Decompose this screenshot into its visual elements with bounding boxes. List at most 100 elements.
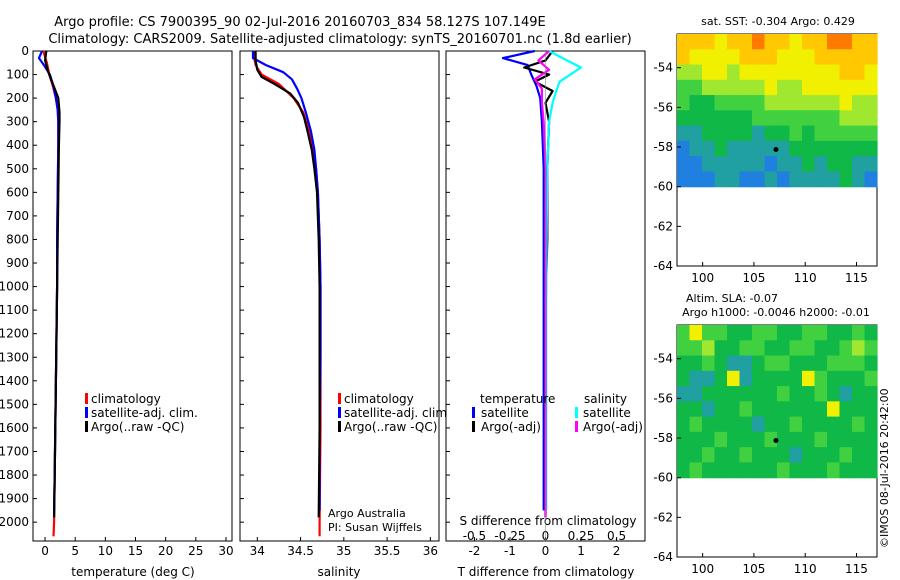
heat-cell	[864, 401, 878, 418]
heat-cell	[864, 171, 878, 188]
heat-cell	[802, 110, 816, 127]
series-line-0-2	[43, 50, 61, 518]
salinity-plot-area	[239, 50, 440, 542]
y-tick-label-6: 600	[6, 185, 29, 199]
heat-cell	[727, 401, 741, 418]
heat-cell	[802, 49, 816, 66]
heat-cell	[702, 370, 716, 387]
heat-cell	[789, 156, 803, 173]
heat-cell	[814, 431, 828, 448]
map-y-tick-label: -58	[653, 431, 673, 445]
heat-cell	[752, 340, 766, 357]
heat-cell	[839, 325, 853, 341]
heat-cell	[802, 34, 816, 50]
map-y-tick-label: -60	[653, 471, 673, 485]
heat-cell	[827, 370, 841, 387]
legend-swatch-argo	[338, 421, 341, 432]
heat-cell	[777, 386, 791, 402]
heat-cell	[764, 171, 778, 188]
heat-cell	[727, 156, 741, 173]
heat-cell	[852, 110, 866, 127]
legend-label-sal-argo: Argo(-adj)	[583, 420, 643, 434]
heat-cell	[739, 125, 753, 142]
map-y-tick-label: -58	[653, 140, 673, 154]
heat-cell	[802, 79, 816, 96]
heat-cell	[777, 325, 791, 341]
heat-cell	[739, 171, 753, 188]
heat-cell	[727, 416, 741, 433]
heat-cell	[764, 401, 778, 418]
heat-cell	[714, 386, 728, 402]
x-tick-label-2-2: 0	[542, 544, 550, 558]
heat-cell	[814, 355, 828, 372]
x-tick-label-2-0: -2	[468, 544, 480, 558]
legend-label-argo: Argo(..raw -QC)	[91, 420, 184, 434]
heat-cell	[802, 340, 816, 357]
heat-cell	[789, 355, 803, 372]
heat-cell	[777, 34, 791, 50]
heat-cell	[839, 171, 853, 188]
heat-cell	[739, 355, 753, 372]
heat-cell	[689, 462, 703, 479]
heat-cell	[802, 401, 816, 418]
heat-cell	[802, 140, 816, 157]
heat-cell	[677, 462, 691, 479]
heat-cell	[864, 431, 878, 448]
heat-cell	[827, 140, 841, 157]
y-tick-label-15: 1500	[0, 397, 29, 411]
heat-cell	[739, 462, 753, 479]
x-tick-label-1-1: 34.5	[287, 544, 314, 558]
heat-cell	[752, 325, 766, 341]
map-y-tick-label: -56	[653, 391, 673, 405]
heat-cell	[677, 416, 691, 433]
heat-cell	[702, 156, 716, 173]
heat-cell	[739, 416, 753, 433]
heat-cell	[677, 64, 691, 81]
heat-cell	[764, 325, 778, 341]
heat-cell	[714, 401, 728, 418]
heat-cell	[714, 340, 728, 357]
series-line-1-2	[254, 51, 321, 518]
heat-cell	[802, 370, 816, 387]
heat-cell	[789, 416, 803, 433]
heat-cell	[789, 462, 803, 479]
attribution-line1: Argo Australia	[328, 507, 406, 520]
heat-cell	[802, 355, 816, 372]
map-x-tick-label: 115	[845, 271, 868, 285]
heat-cell	[852, 171, 866, 188]
heat-cell	[677, 49, 691, 66]
heat-cell	[827, 325, 841, 341]
legend-swatch-satellite	[85, 407, 88, 418]
heat-cell	[864, 140, 878, 157]
heat-cell	[789, 125, 803, 142]
heat-cell	[739, 34, 753, 50]
argo-position-marker	[773, 438, 779, 444]
heat-cell	[864, 355, 878, 372]
heat-cell	[689, 386, 703, 402]
heat-cell	[689, 325, 703, 341]
y-tick-label-19: 1900	[0, 492, 29, 506]
heat-cell	[714, 34, 728, 50]
y-tick-label-11: 1100	[0, 303, 29, 317]
heat-cell	[702, 79, 716, 96]
heat-cell	[702, 416, 716, 433]
legend-label-sal-satellite: satellite	[583, 406, 631, 420]
heat-cell	[689, 370, 703, 387]
difference-axes: -2 -1 0 1 2	[446, 50, 620, 558]
heat-cell	[714, 79, 728, 96]
heat-cell	[814, 447, 828, 464]
heat-cell	[777, 431, 791, 448]
heat-cell	[839, 156, 853, 173]
heat-cell	[852, 401, 866, 418]
top-tick-label-3: 0.25	[568, 529, 595, 543]
heat-cell	[852, 95, 866, 111]
heat-cell	[852, 447, 866, 464]
heat-cell	[789, 171, 803, 188]
x-tick-label-2-1: -1	[504, 544, 516, 558]
x-tick-label-0-5: 25	[188, 544, 203, 558]
heat-cell	[827, 447, 841, 464]
heat-cell	[702, 125, 716, 142]
map-x-tick-label: 105	[742, 562, 765, 576]
heat-cell	[752, 447, 766, 464]
map-y-tick-label: -60	[653, 180, 673, 194]
